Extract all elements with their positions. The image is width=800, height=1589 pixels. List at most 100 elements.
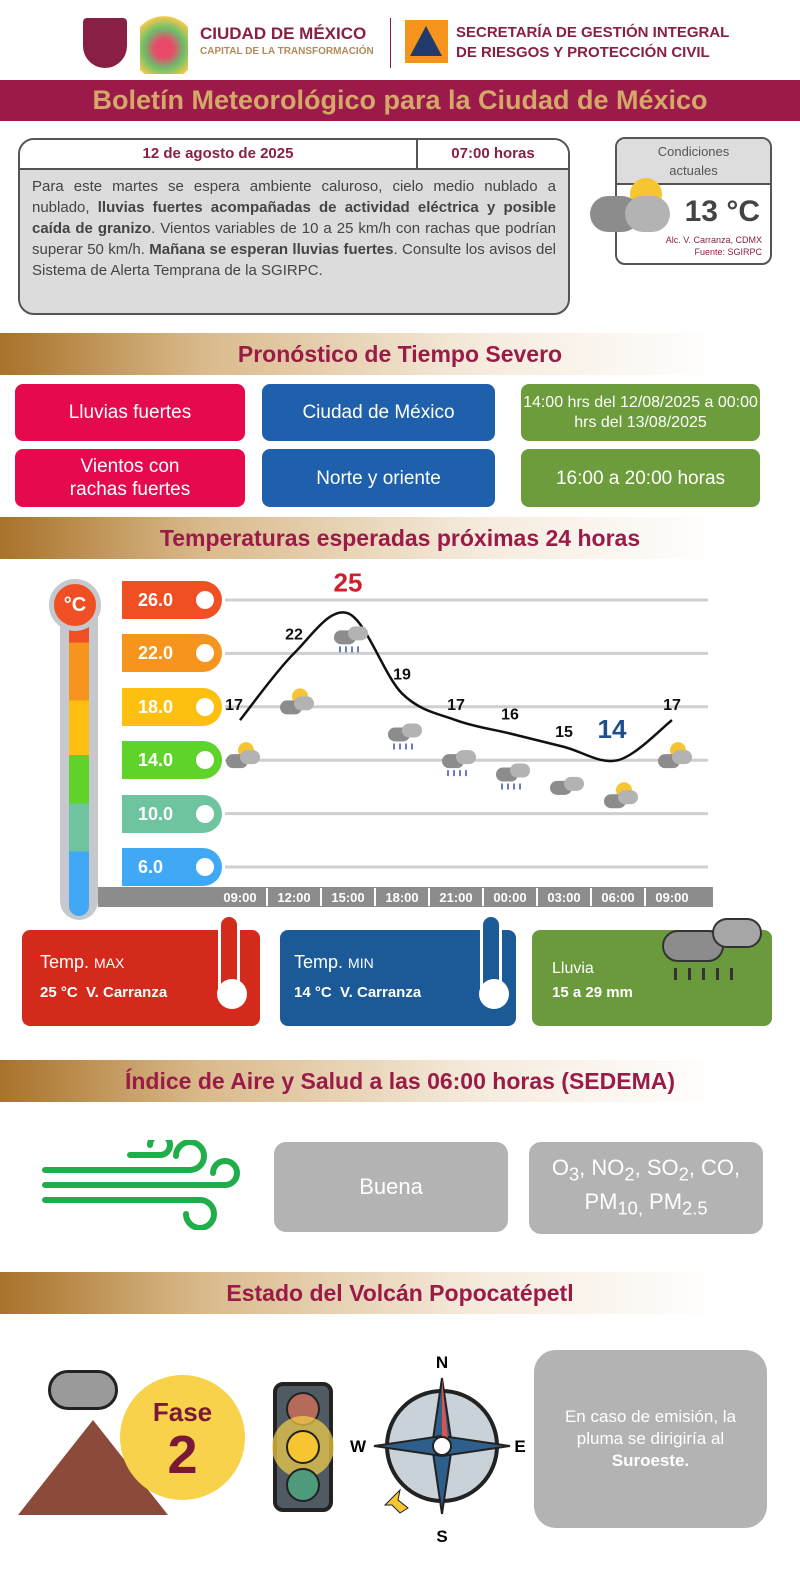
data-label: 15 (555, 724, 573, 741)
logo-sgirpc-line2: DE RIESGOS Y PROTECCIÓN CIVIL (456, 44, 710, 61)
rain-label: Lluvia (552, 960, 594, 977)
x-tick-label: 03:00 (547, 890, 580, 905)
rain-cloud-icon (662, 918, 762, 988)
rain-icon (442, 750, 476, 777)
cloudy-icon (550, 776, 584, 795)
logo-cdmx-subtitle: CAPITAL DE LA TRANSFORMACIÓN (200, 46, 374, 57)
severe-weather-banner: Pronóstico de Tiempo Severo (0, 333, 800, 375)
cdmx-map-logo (140, 10, 188, 74)
bulletin-text: Para este martes se espera ambiente calu… (20, 170, 568, 287)
x-tick-label: 18:00 (385, 890, 418, 905)
current-location: Alc. V. Carranza, CDMX (665, 235, 762, 245)
celsius-badge: °C (49, 579, 101, 631)
header-divider (390, 18, 391, 68)
x-tick-label: 15:00 (331, 890, 364, 905)
bulletin-text-bold: lluvias fuertes acompañadas de actividad… (32, 199, 556, 237)
pollutants-line-2: PM10, PM2.5 (584, 1189, 708, 1219)
current-label: Condiciones actuales (617, 139, 770, 185)
area-2: Norte y oriente (262, 449, 495, 507)
thunderstorm-icon (388, 723, 422, 750)
data-label: 22 (285, 626, 303, 643)
period-2: 16:00 a 20:00 horas (521, 449, 760, 507)
x-tick-label: 06:00 (601, 890, 634, 905)
page-title: Boletín Meteorológico para la Ciudad de … (0, 80, 800, 121)
temperature-chart: 17 09:00 22 12:00 25 15:00 19 18:00 17 21:00 16 00:… (223, 567, 708, 906)
thermometer-scale (60, 590, 98, 920)
bulletin-text-bold: Mañana se esperan lluvias fuertes (149, 241, 394, 258)
data-label: 14 (598, 714, 627, 744)
wind-icon (42, 1140, 240, 1230)
logo-cdmx-title: CIUDAD DE MÉXICO (200, 24, 367, 43)
bulletin-time: 07:00 horas (451, 145, 535, 162)
max-temp-card: Temp. MAX 25 °C V. Carranza (22, 914, 260, 1026)
compass-w: W (350, 1437, 367, 1456)
bulletin-text-part: . Vientos variables de 10 a 25 km/h con … (32, 220, 556, 258)
y-tick-label: 6.0 (122, 848, 222, 886)
partly-cloudy-icon (280, 688, 314, 715)
plume-direction-value: Suroeste. (611, 1451, 690, 1470)
max-sub: MAX (94, 955, 125, 971)
logo-sgirpc-line1: SECRETARÍA DE GESTIÓN INTEGRAL (456, 24, 730, 41)
data-label: 17 (663, 697, 681, 714)
area-1: Ciudad de México (262, 384, 495, 441)
y-tick-label: 14.0 (122, 741, 222, 780)
compass-s: S (436, 1527, 447, 1546)
partly-cloudy-icon (590, 178, 680, 233)
pollutants: O3, NO2, SO2, CO, PM10, PM2.5 (529, 1142, 763, 1234)
traffic-light-icon (273, 1382, 333, 1512)
pollutants-line-1: O3, NO2, SO2, CO, (551, 1154, 741, 1184)
x-tick-label: 09:00 (223, 890, 256, 905)
y-tick-label: 10.0 (122, 794, 222, 833)
cdmx-shield-logo (83, 18, 127, 68)
thermometer-hot-icon (217, 914, 247, 1009)
rain-value: 15 a 29 mm (552, 984, 633, 1001)
data-label: 19 (393, 666, 411, 683)
compass-icon: N S E W (350, 1353, 526, 1546)
data-label: 17 (225, 697, 243, 714)
thermometer-cold-icon (479, 914, 509, 1009)
partly-cloudy-icon (226, 742, 260, 769)
y-tick-label: 18.0 (122, 687, 222, 726)
phenomenon-1: Lluvias fuertes (15, 384, 245, 441)
x-tick-label: 21:00 (439, 890, 472, 905)
phase-number: 2 (167, 1425, 198, 1485)
phase-label: Fase (152, 1397, 213, 1427)
partly-cloudy-icon (604, 782, 638, 809)
y-tick-label: 26.0 (122, 581, 222, 619)
phenomenon-2: Vientos con rachas fuertes (15, 449, 245, 507)
air-quality-status: Buena (274, 1142, 508, 1232)
current-temp: 13 °C (684, 195, 760, 228)
y-tick-label: 22.0 (122, 634, 222, 673)
compass-n: N (436, 1353, 448, 1372)
bulletin-box: 12 de agosto de 2025 07:00 horas Para es… (18, 138, 570, 315)
max-label: Temp. (40, 952, 90, 972)
period-1: 14:00 hrs del 12/08/2025 a 00:00 hrs del… (521, 384, 760, 441)
min-label: Temp. (294, 952, 344, 972)
plume-direction: En caso de emisión, la pluma se dirigirí… (534, 1350, 767, 1528)
plume-text: En caso de emisión, la pluma se dirigirí… (564, 1407, 737, 1448)
bulletin-date: 12 de agosto de 2025 (20, 140, 418, 168)
x-axis-bar (98, 887, 713, 907)
volcano-banner: Estado del Volcán Popocatépetl (0, 1272, 800, 1314)
x-tick-label: 12:00 (277, 890, 310, 905)
temperature-line (239, 611, 673, 763)
sgirpc-logo (405, 20, 448, 63)
max-value: 25 °C V. Carranza (40, 984, 168, 1001)
phase-badge: Fase 2 (120, 1375, 245, 1500)
min-value: 14 °C V. Carranza (294, 984, 422, 1001)
bulletin-text-part: Para este martes se espera ambiente calu… (32, 178, 556, 216)
data-label: 17 (447, 697, 465, 714)
plume-arrow-icon (383, 1488, 409, 1514)
min-temp-card: Temp. MIN 14 °C V. Carranza (280, 914, 516, 1026)
rain-icon (496, 763, 530, 790)
data-label: 16 (501, 707, 519, 724)
thunderstorm-icon (334, 626, 368, 653)
bulletin-text-part: . Consulte los avisos del Sistema de Ale… (32, 241, 557, 279)
rain-card: Lluvia 15 a 29 mm (532, 918, 772, 1026)
partly-cloudy-icon (658, 742, 692, 769)
compass-e: E (514, 1437, 525, 1456)
current-source: Fuente: SGIRPC (694, 247, 762, 257)
temperature-banner: Temperaturas esperadas próximas 24 horas (0, 517, 800, 559)
data-label: 25 (334, 567, 363, 597)
air-quality-banner: Índice de Aire y Salud a las 06:00 horas… (0, 1060, 800, 1102)
